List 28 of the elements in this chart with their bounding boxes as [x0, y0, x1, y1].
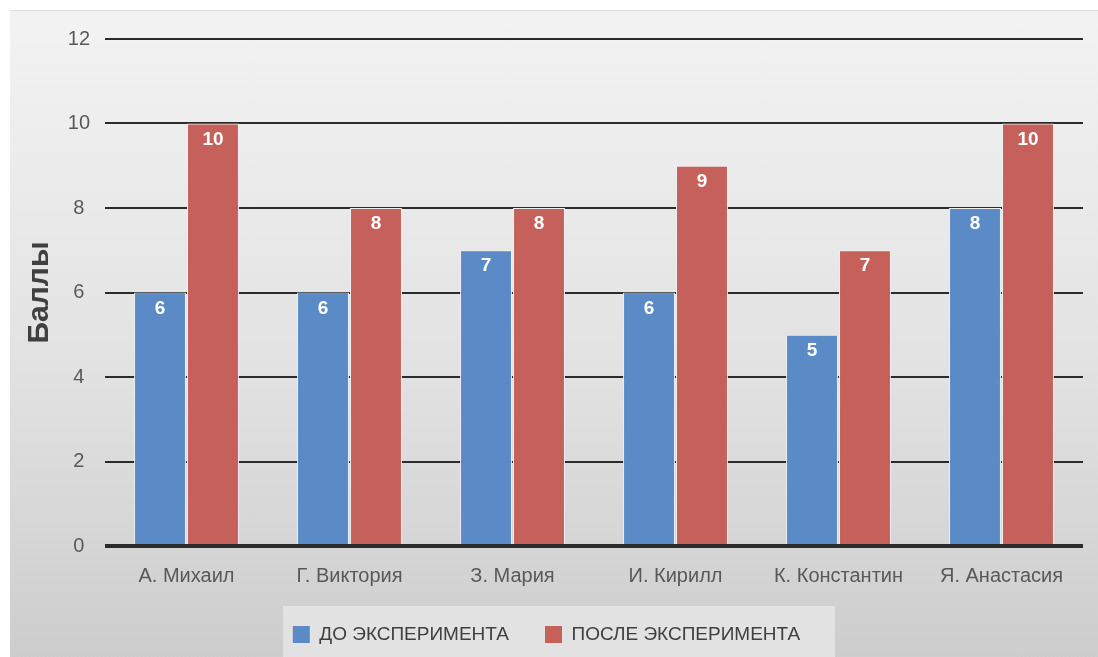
y-axis-title: Баллы: [21, 241, 55, 344]
data-label: 8: [533, 212, 545, 234]
y-tick-label: 4: [73, 364, 85, 387]
y-tick-label: 8: [73, 195, 85, 218]
y-tick-label: 2: [73, 449, 85, 472]
data-label: 10: [202, 127, 224, 149]
data-label: 7: [480, 254, 492, 276]
x-tick-label: К. Константин: [773, 563, 904, 586]
legend-label: ПОСЛЕ ЭКСПЕРИМЕНТА: [571, 622, 801, 644]
y-tick-label: 10: [67, 111, 90, 134]
data-label: 6: [154, 296, 166, 318]
legend-label: ДО ЭКСПЕРИМЕНТА: [319, 622, 510, 644]
data-label: 8: [370, 212, 382, 234]
y-tick-label: 6: [73, 280, 85, 303]
y-tick-label: 0: [73, 533, 85, 556]
data-label: 6: [643, 296, 655, 318]
data-label: 7: [859, 254, 871, 276]
data-label: 5: [806, 338, 818, 360]
x-tick-label: З. Мария: [470, 563, 555, 586]
data-label: 8: [969, 212, 981, 234]
x-tick-label: И. Кирилл: [628, 563, 723, 586]
data-label: 6: [317, 296, 329, 318]
x-tick-label: Я. Анастасия: [939, 563, 1064, 586]
x-tick-label: А. Михаил: [138, 563, 235, 586]
data-label: 10: [1017, 127, 1039, 149]
y-tick-label: 12: [67, 26, 90, 49]
x-tick-label: Г. Виктория: [296, 563, 403, 586]
data-label: 9: [696, 169, 708, 191]
